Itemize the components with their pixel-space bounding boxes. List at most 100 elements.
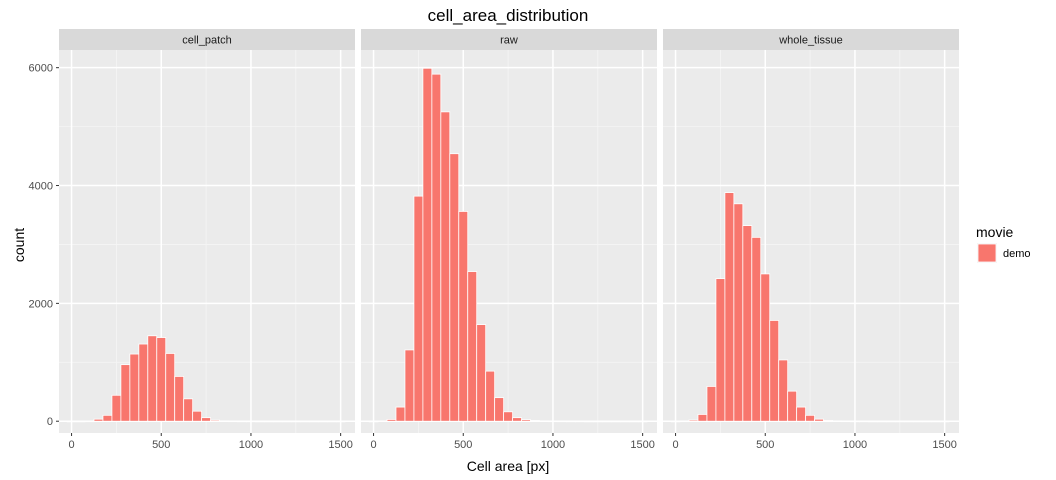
histogram-bar: [539, 420, 549, 422]
histogram-bar: [290, 420, 301, 423]
facet-strip-label: whole_tissue: [778, 35, 843, 47]
y-tick-label: 6000: [29, 63, 53, 75]
x-tick-label: 500: [152, 439, 170, 451]
histogram-bar: [760, 273, 771, 422]
histogram-bar: [111, 394, 122, 422]
histogram-bar: [317, 420, 328, 423]
histogram-bar: [628, 420, 639, 423]
x-tick-label: 1000: [541, 439, 565, 451]
histogram-bar: [733, 203, 744, 422]
histogram-bar: [386, 419, 397, 422]
histogram-bar: [805, 414, 815, 422]
histogram-bar: [876, 420, 887, 423]
histogram-bar: [688, 419, 699, 422]
histogram-bar: [192, 410, 203, 422]
histogram-bar: [404, 349, 415, 422]
x-tick-label: 1000: [843, 439, 867, 451]
x-tick-label: 1000: [239, 439, 263, 451]
histogram-bar: [183, 398, 194, 422]
histogram-bar: [841, 420, 851, 423]
histogram-bar: [165, 353, 176, 422]
histogram-bar: [413, 195, 424, 422]
histogram-bar: [281, 420, 292, 423]
legend-label: demo: [1003, 248, 1031, 260]
facet-panel-whole-tissue: whole_tissue 0 500 1000 1500: [663, 29, 959, 451]
histogram-bar: [724, 192, 735, 422]
x-tick-label: 0: [68, 439, 74, 451]
facet-strip-label: raw: [500, 35, 518, 47]
histogram-bar: [75, 420, 86, 423]
histogram-bar: [885, 420, 896, 423]
histogram-bar: [422, 67, 433, 422]
histogram-bar: [619, 420, 630, 423]
histogram-bar: [574, 420, 585, 423]
histogram-bar: [912, 420, 923, 423]
y-axis-title: count: [11, 228, 27, 262]
histogram-bar: [512, 417, 522, 422]
histogram-bar: [530, 420, 540, 422]
histogram-bar: [787, 390, 798, 422]
panel-background: [663, 50, 959, 433]
histogram-bar: [377, 420, 388, 422]
legend: movie demo: [976, 224, 1031, 263]
histogram-bar: [228, 420, 238, 423]
x-tick-label: 0: [370, 439, 376, 451]
y-tick-label: 0: [47, 416, 53, 428]
x-tick-label: 0: [672, 439, 678, 451]
panel-background: [59, 50, 355, 433]
histogram-bar: [903, 420, 914, 423]
histogram-bar: [894, 420, 905, 423]
facet-strip-label: cell_patch: [182, 35, 232, 47]
histogram-bar: [129, 353, 140, 422]
legend-entries: demo: [977, 243, 1031, 263]
histogram-bar: [174, 376, 185, 422]
facet-strip: [59, 29, 355, 50]
x-tick-label: 500: [454, 439, 472, 451]
histogram-bar: [299, 420, 310, 423]
histogram-bar: [814, 418, 824, 422]
histogram-bar: [264, 420, 274, 423]
histogram-bar: [503, 411, 513, 422]
chart-title: cell_area_distribution: [428, 6, 589, 25]
histogram-bar: [742, 225, 753, 422]
histogram-bar: [769, 320, 780, 422]
histogram-bar: [246, 420, 256, 423]
histogram-bar: [66, 420, 77, 423]
histogram-bar: [147, 335, 158, 422]
histogram-bar: [201, 417, 211, 422]
histogram-bar: [485, 370, 496, 422]
facet-strip: [663, 29, 959, 50]
histogram-bar: [521, 419, 531, 422]
x-tick-label: 1500: [328, 439, 352, 451]
histogram-bar: [832, 420, 842, 422]
histogram-bar: [930, 420, 941, 423]
histogram-bar: [102, 414, 113, 422]
histogram-bar: [476, 324, 487, 422]
legend-swatch: [977, 243, 997, 263]
histogram-bar: [850, 420, 860, 423]
histogram-bar: [219, 420, 229, 422]
histogram-bar: [859, 420, 869, 423]
histogram-bar: [335, 420, 346, 423]
histogram-bar: [921, 420, 932, 423]
histogram-bar: [868, 420, 878, 423]
histogram-bar: [326, 420, 337, 423]
histogram-bar: [548, 420, 558, 423]
x-tick-label: 1500: [932, 439, 956, 451]
legend-title: movie: [976, 224, 1014, 240]
facet-strip: [361, 29, 657, 50]
histogram-bar: [592, 420, 603, 423]
histogram-bar: [458, 211, 469, 422]
histogram-bar: [679, 420, 690, 423]
histogram-bar: [368, 420, 379, 423]
histogram-bar: [449, 153, 460, 422]
histogram-bar: [715, 278, 726, 422]
x-tick-label: 500: [756, 439, 774, 451]
histogram-bar: [120, 364, 131, 422]
histogram-bar: [670, 420, 681, 423]
histogram-bar: [583, 420, 594, 423]
histogram-bar: [210, 419, 220, 422]
histogram-bar: [272, 420, 283, 423]
histogram-bar: [778, 359, 789, 422]
